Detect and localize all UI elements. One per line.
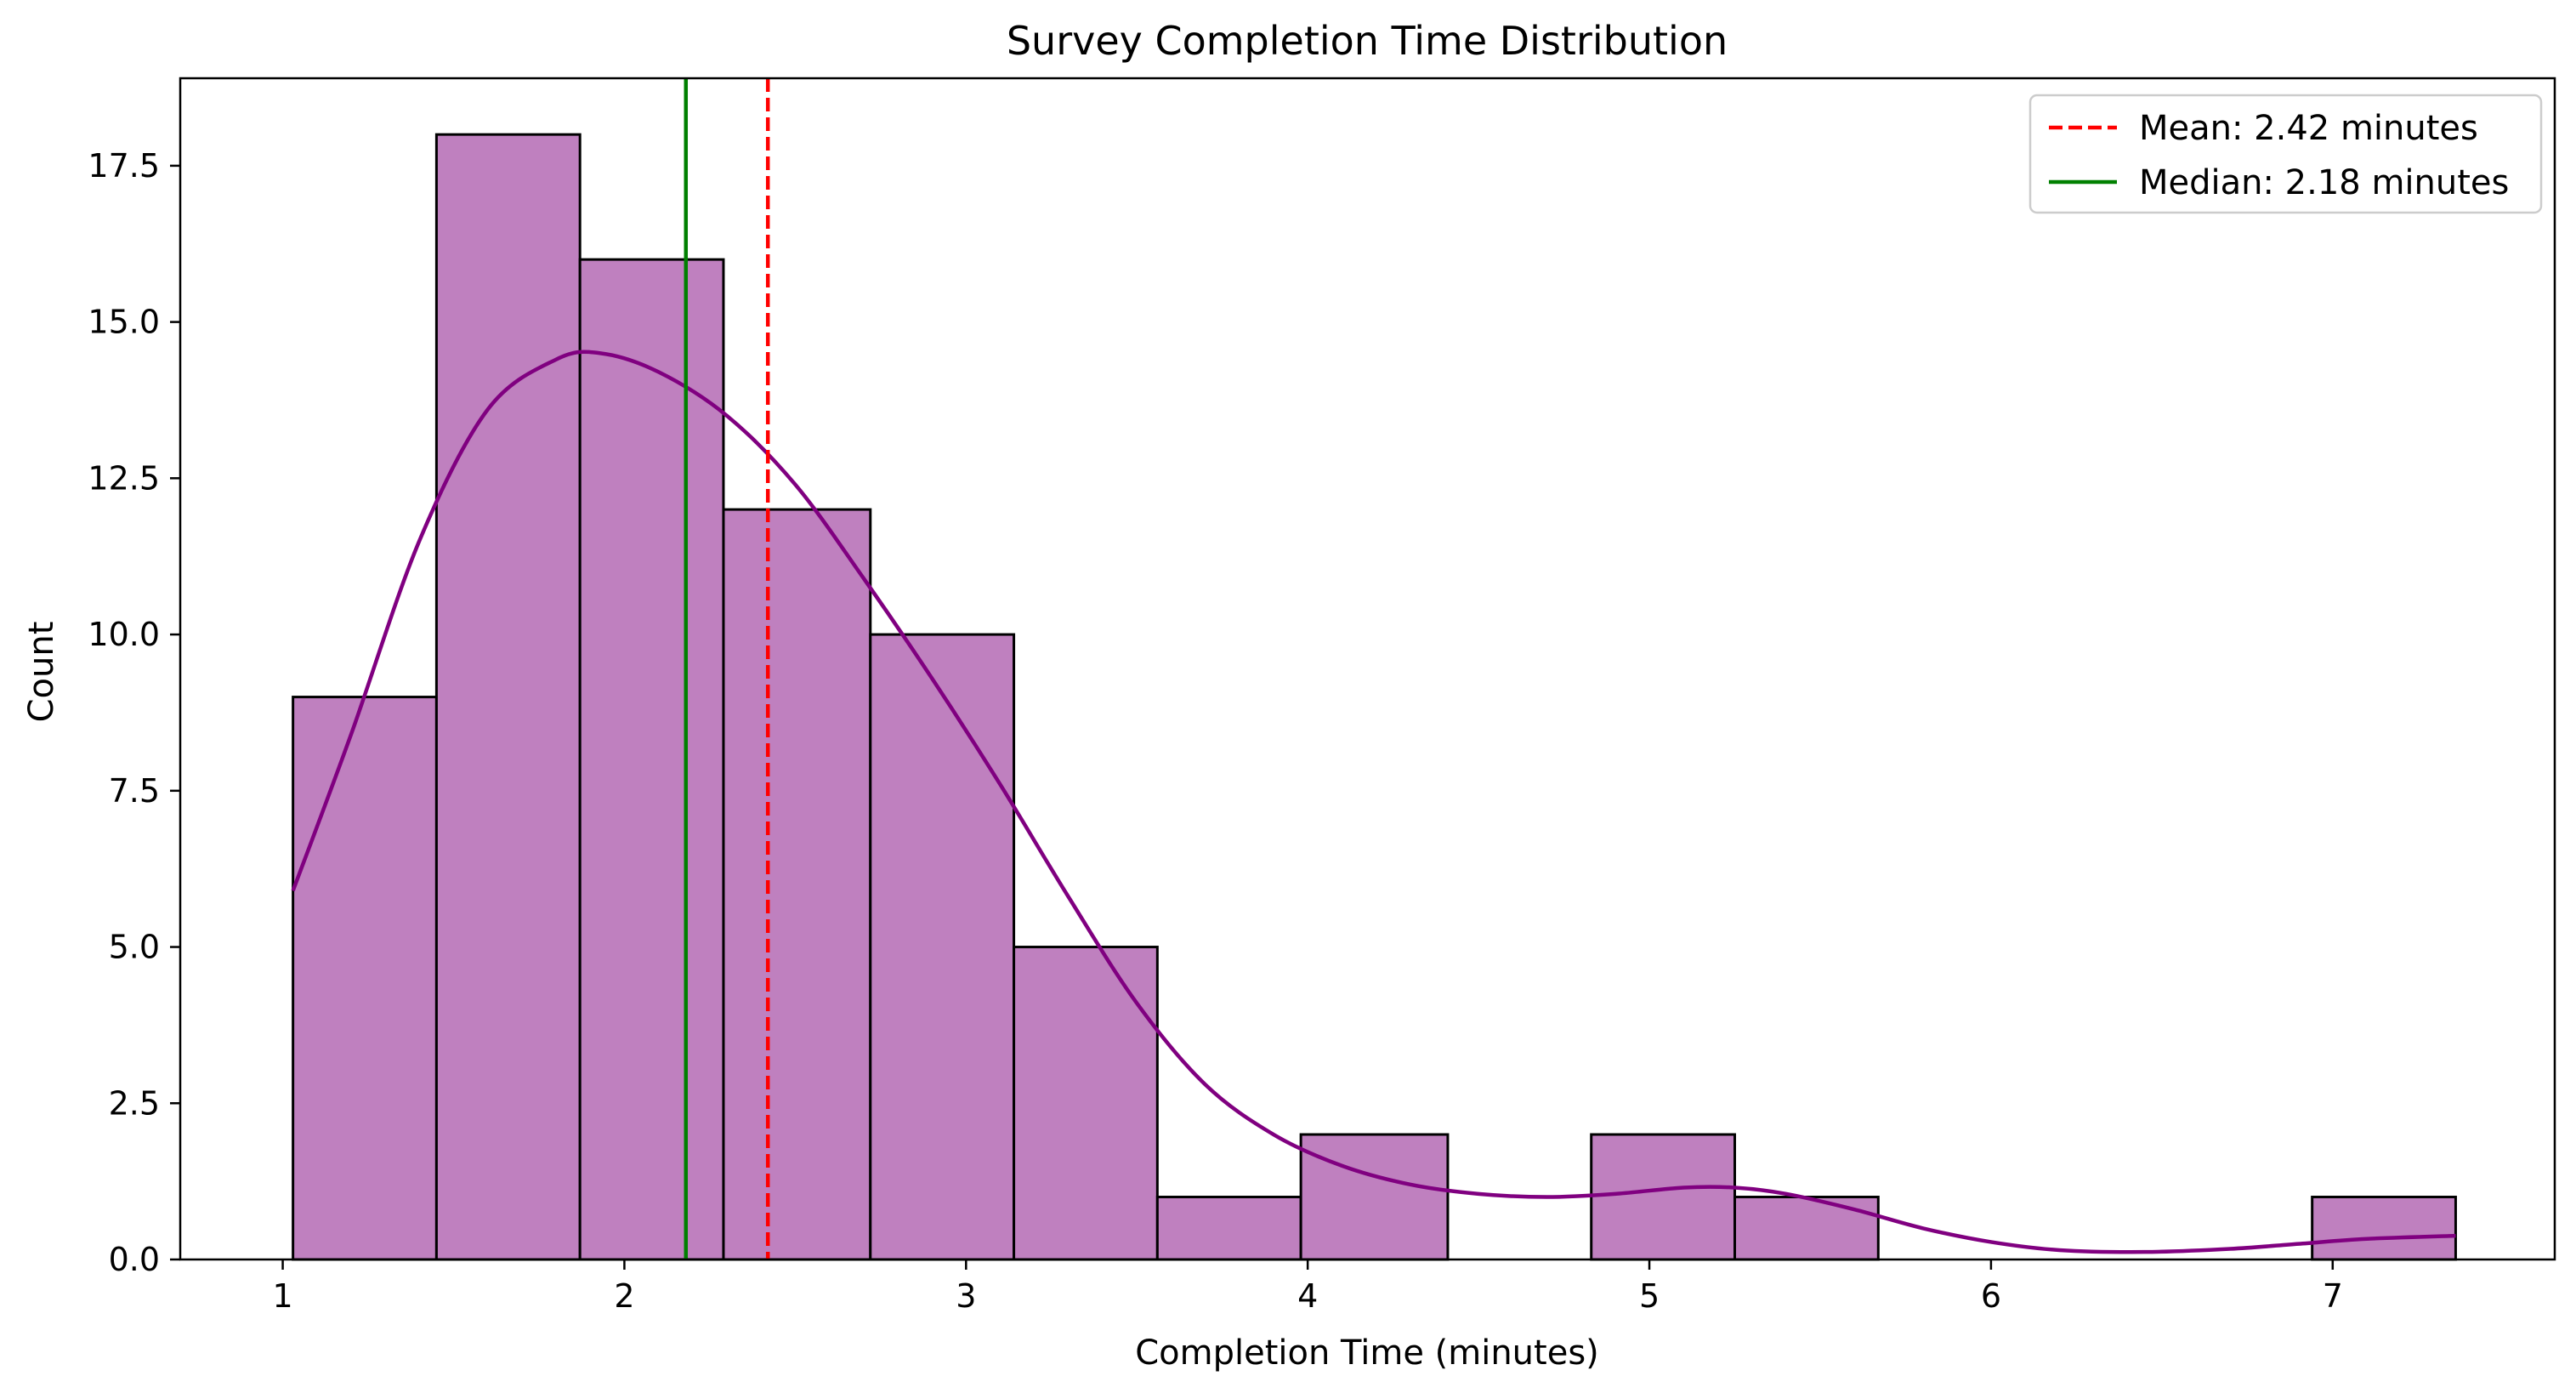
x-tick-label: 6 <box>1981 1277 2001 1315</box>
chart-title: Survey Completion Time Distribution <box>1007 18 1728 64</box>
histogram-bar-0 <box>292 696 438 1261</box>
legend-label: Median: 2.18 minutes <box>2139 163 2509 202</box>
x-tick-label: 4 <box>1297 1277 1318 1315</box>
histogram-bar-1 <box>434 133 582 1261</box>
y-axis-ticks: 0.0 2.5 5.0 7.5 10.0 12.5 15.0 17.5 <box>88 147 180 1278</box>
histogram-bar-6 <box>1155 1196 1302 1261</box>
histogram-bar-7 <box>1299 1133 1450 1261</box>
kde-group <box>291 350 2456 1254</box>
histogram-bar-4 <box>869 633 1016 1261</box>
y-tick-label: 15.0 <box>88 304 160 341</box>
y-tick-label: 7.5 <box>109 772 160 810</box>
y-tick-label: 2.5 <box>109 1084 160 1122</box>
plot-frame <box>179 77 2556 1261</box>
y-tick-label: 0.0 <box>109 1241 160 1278</box>
histogram-bar-3 <box>722 508 872 1261</box>
x-axis-ticks: 1 2 3 4 5 6 7 <box>272 1259 2343 1315</box>
y-axis-label: Count <box>22 622 61 723</box>
histogram-bar-2 <box>578 258 725 1261</box>
x-axis-label: Completion Time (minutes) <box>1135 1333 1599 1373</box>
x-tick-label: 2 <box>614 1277 634 1315</box>
x-tick-label: 3 <box>956 1277 976 1315</box>
histogram-bar-9 <box>1590 1133 1737 1261</box>
y-tick-label: 10.0 <box>88 616 160 653</box>
x-tick-label: 5 <box>1639 1277 1660 1315</box>
legend-box <box>2028 94 2543 214</box>
y-tick-label: 17.5 <box>88 147 160 185</box>
legend-label: Mean: 2.42 minutes <box>2139 109 2478 148</box>
y-tick-label: 5.0 <box>109 929 160 966</box>
histogram-bar-5 <box>1013 946 1159 1261</box>
legend: Mean: 2.42 minutes Median: 2.18 minutes <box>2028 94 2543 214</box>
histogram-bar-14 <box>2311 1196 2457 1261</box>
x-tick-label: 1 <box>272 1277 292 1315</box>
bars-group <box>292 133 2457 1261</box>
histogram-bar-10 <box>1733 1196 1880 1261</box>
x-tick-label: 7 <box>2323 1277 2343 1315</box>
kde-curve <box>291 350 2456 1254</box>
y-tick-label: 12.5 <box>88 459 160 497</box>
reference-lines-group <box>684 78 770 1259</box>
